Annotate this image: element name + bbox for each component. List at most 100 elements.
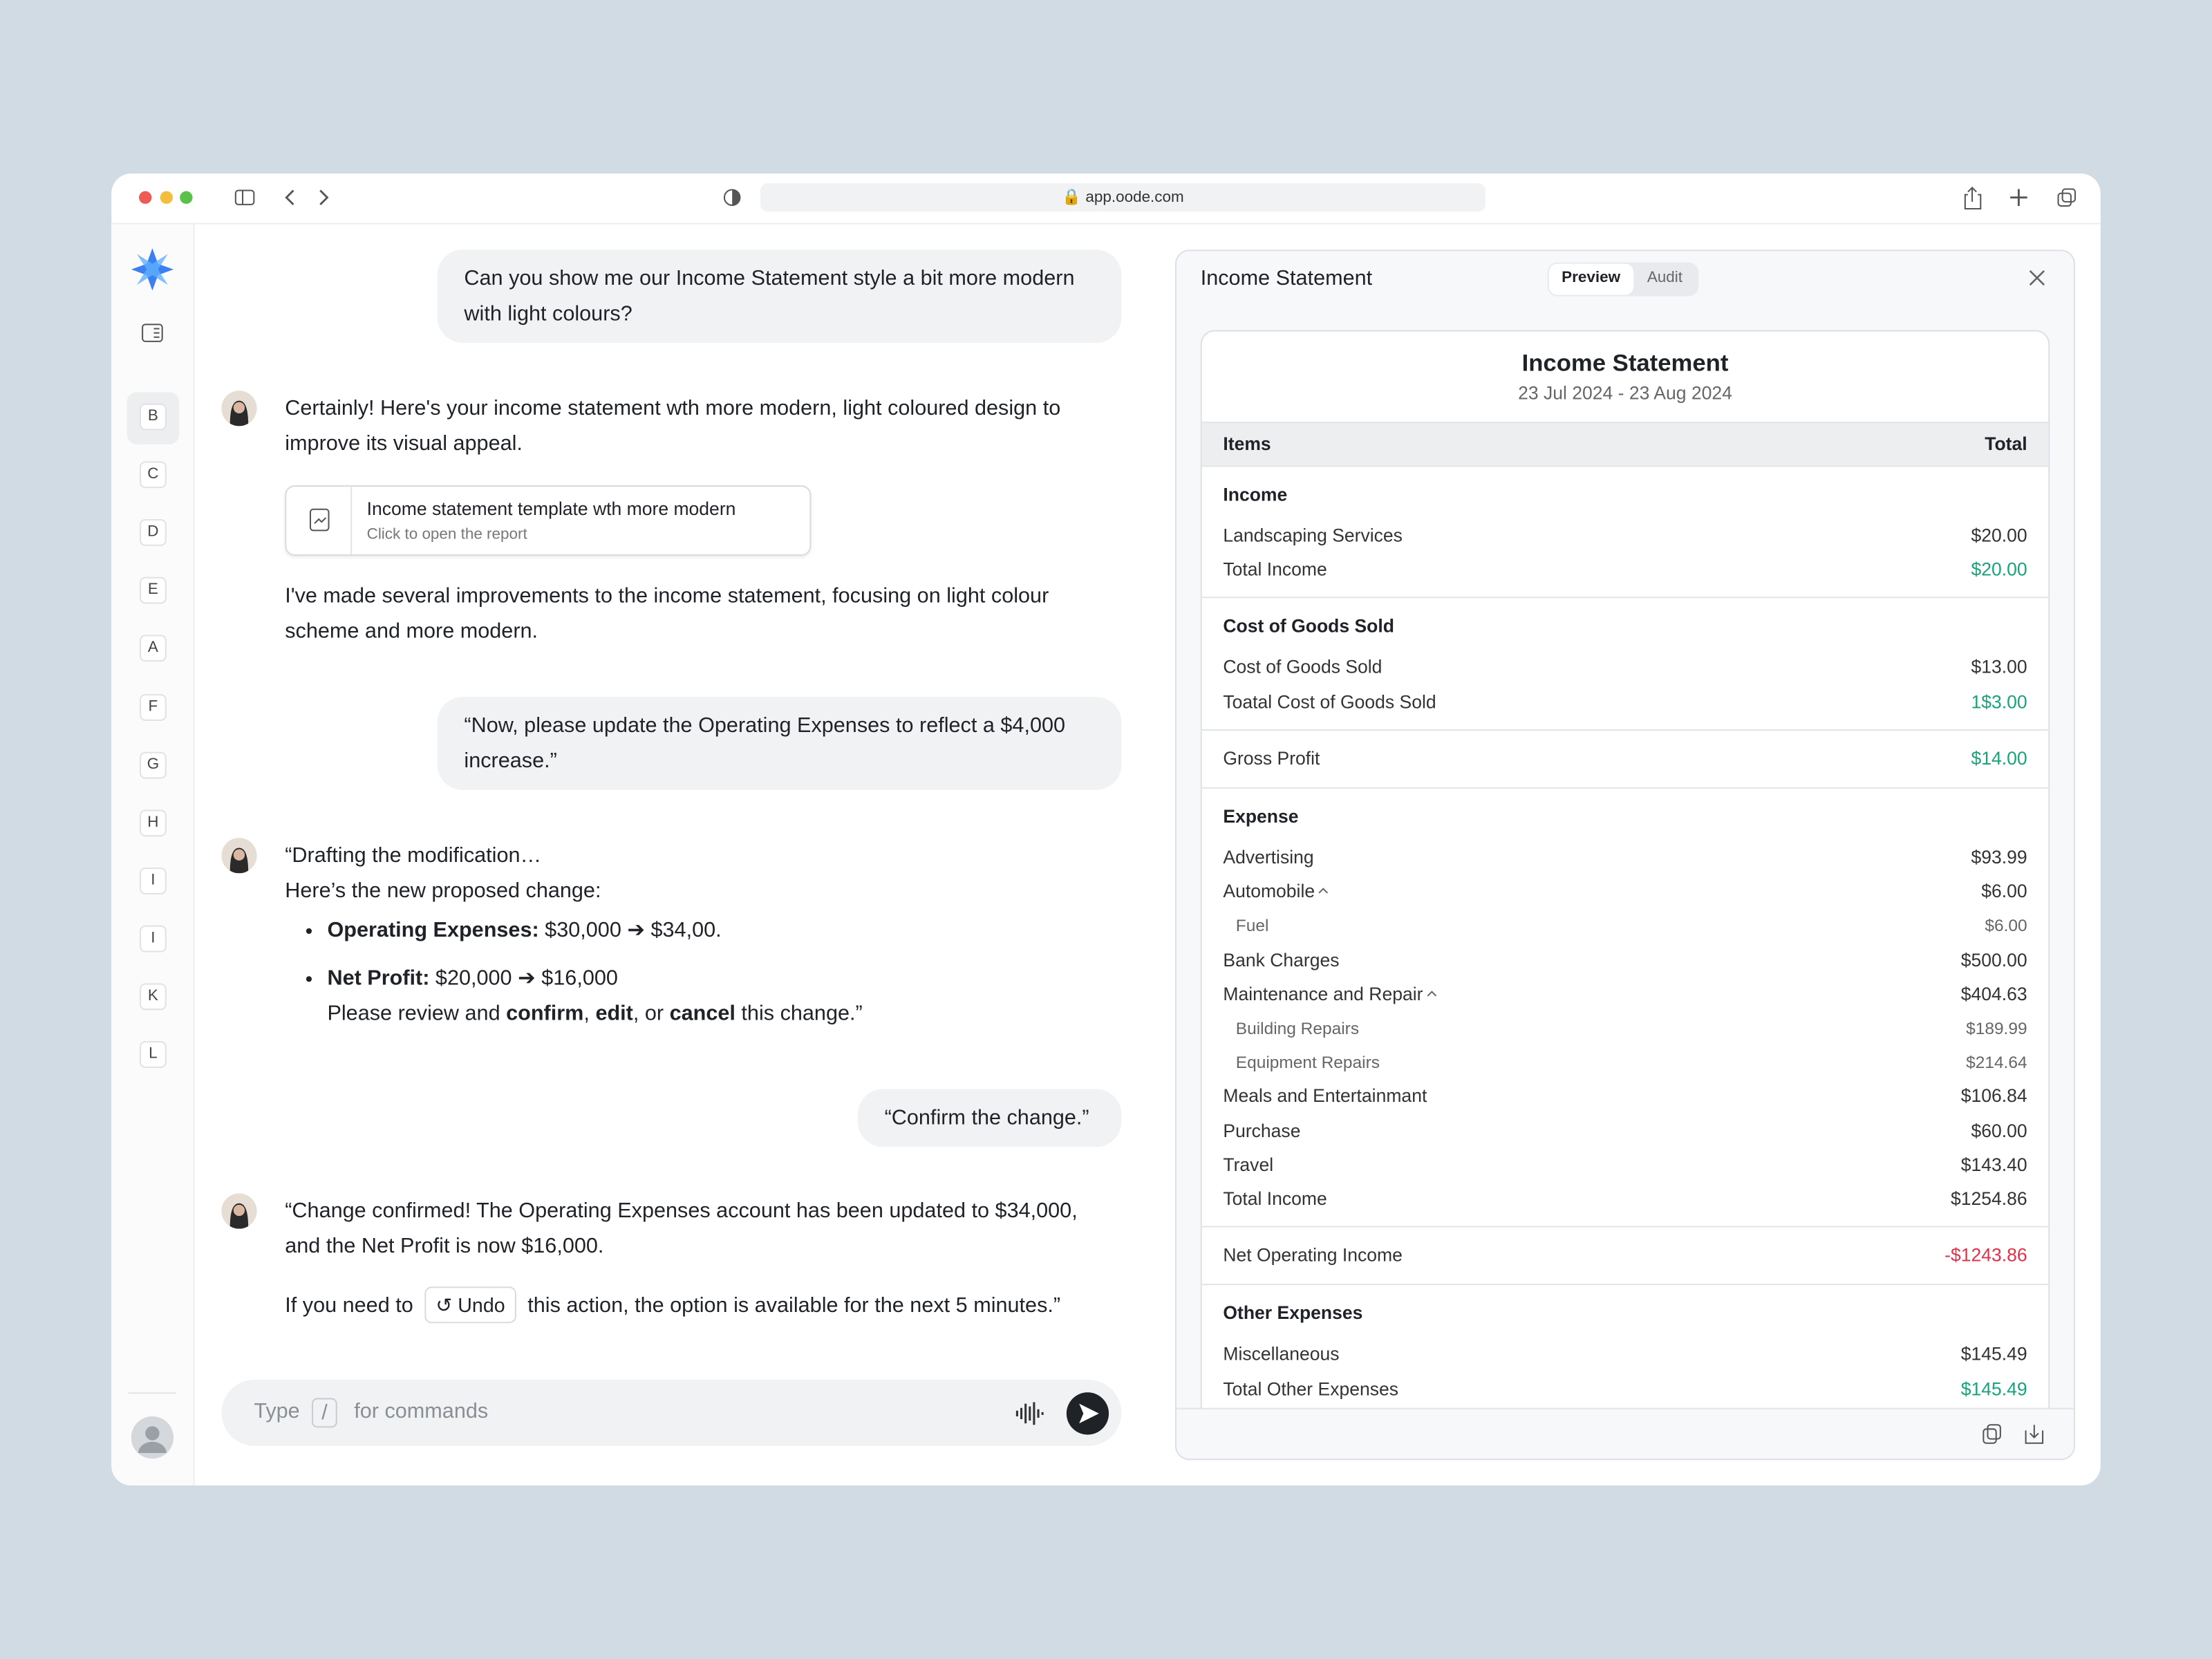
row-value: $1254.86 xyxy=(1950,1188,2027,1210)
row-label: Maintenance and Repair xyxy=(1223,977,1440,1011)
row-label: Total Income xyxy=(1223,1188,1327,1210)
nav-item[interactable]: G xyxy=(140,751,167,778)
nav-item[interactable]: D xyxy=(140,519,167,547)
chat-input[interactable]: Type / for commands xyxy=(221,1379,1122,1446)
report-row: Gross Profit $14.00 xyxy=(1223,742,2027,776)
tab-group: Preview Audit xyxy=(1547,262,1698,297)
report-row: Maintenance and Repair $404.63 xyxy=(1223,977,2027,1011)
nav-item[interactable]: I xyxy=(140,925,167,953)
row-value: $6.00 xyxy=(1981,880,2027,902)
row-value: $20.00 xyxy=(1971,525,2027,546)
message-line: “Change confirmed! The Operating Expense… xyxy=(285,1199,1078,1259)
user-message: “Confirm the change.” xyxy=(857,1089,1122,1147)
report-row: Automobile $6.00 xyxy=(1223,875,2027,909)
text-run: , xyxy=(583,1001,596,1026)
voice-button[interactable] xyxy=(1014,1398,1045,1429)
bullet: Net Profit: $20,000 ➔ $16,000 xyxy=(327,961,1117,996)
row-value: $93.99 xyxy=(1971,846,2027,868)
message-text: If you need to xyxy=(285,1293,413,1318)
row-value: $14.00 xyxy=(1971,747,2027,769)
nav-item[interactable]: C xyxy=(140,461,167,489)
row-value: $214.64 xyxy=(1966,1052,2027,1073)
row-label: Building Repairs xyxy=(1235,1018,1360,1039)
window-controls[interactable] xyxy=(133,186,697,212)
nav-item[interactable]: F xyxy=(140,693,167,720)
text-run: Operating Expenses: xyxy=(327,918,539,943)
row-value: $20.00 xyxy=(1971,559,2027,581)
row-value: $60.00 xyxy=(1971,1119,2027,1141)
chevron[interactable] xyxy=(1315,883,1331,897)
row-value: $143.40 xyxy=(1960,1154,2027,1175)
address-bar[interactable]: 🔒 app.oode.com xyxy=(760,183,1485,212)
undo-button[interactable]: ↺ Undo xyxy=(424,1286,516,1324)
tab[interactable]: Preview xyxy=(1548,263,1633,295)
message-line: If you need to ↺ Undo this action, the o… xyxy=(285,1286,1117,1324)
report-title: Income Statement xyxy=(1521,350,1729,377)
attachment-subtitle: Click to open the report xyxy=(366,526,527,543)
assistant-avatar xyxy=(221,1193,257,1229)
logo[interactable] xyxy=(130,247,175,292)
row-label: Total Other Expenses xyxy=(1223,1378,1399,1399)
row-label: Purchase xyxy=(1223,1119,1301,1141)
user-avatar[interactable] xyxy=(131,1416,174,1459)
report-section: Expense Advertising $93.99 Automobile $6.00 F… xyxy=(1201,787,2049,1226)
report-row: Meals and Entertainmant $106.84 xyxy=(1223,1080,2027,1114)
sidebar: B C D E A F G H I I K L xyxy=(111,224,195,1485)
report-row: Fuel $6.00 xyxy=(1223,909,2027,943)
report-row: Building Repairs $189.99 xyxy=(1223,1011,2027,1045)
attachment-title: Income statement template wth more moder… xyxy=(366,498,736,520)
row-value: $6.00 xyxy=(1985,916,2027,936)
report-row: Equipment Repairs $214.64 xyxy=(1223,1046,2027,1080)
file-icon xyxy=(309,487,353,555)
send-button[interactable] xyxy=(1065,1391,1110,1436)
panel-toggle[interactable] xyxy=(141,323,164,343)
url: app.oode.com xyxy=(1085,189,1184,206)
report-row: Net Operating Income -$1243.86 xyxy=(1223,1239,2027,1273)
row-value: $500.00 xyxy=(1960,948,2027,971)
message-text: “Now, please update the Operating Expens… xyxy=(464,713,1066,774)
column-header: Items Total xyxy=(1201,422,2049,466)
row-value: -$1243.86 xyxy=(1944,1244,2027,1266)
section-heading: Cost of Goods Sold xyxy=(1223,615,1394,637)
nav-item[interactable]: A xyxy=(140,635,167,662)
report-header: Income Statement 23 Jul 2024 - 23 Aug 20… xyxy=(1202,332,2048,422)
browser-actions[interactable] xyxy=(1960,186,2087,212)
row-value: $106.84 xyxy=(1960,1085,2027,1107)
close-button[interactable] xyxy=(2027,268,2047,288)
report-row: Landscaping Services $20.00 xyxy=(1223,519,2027,553)
row-label: Miscellaneous xyxy=(1223,1343,1340,1365)
shield-icon[interactable] xyxy=(722,186,745,209)
nav-item[interactable]: B xyxy=(140,403,167,431)
message-line: Here’s the new proposed change: xyxy=(285,879,601,903)
placeholder: Type xyxy=(254,1399,300,1424)
report-section: Gross Profit $14.00 xyxy=(1201,729,2049,787)
row-value: $13.00 xyxy=(1971,656,2027,678)
text-run: edit xyxy=(595,1001,633,1026)
nav-item[interactable]: H xyxy=(140,809,167,836)
user-message: “Now, please update the Operating Expens… xyxy=(437,697,1122,790)
report-row: Total Income $20.00 xyxy=(1223,553,2027,587)
row-label: Gross Profit xyxy=(1223,747,1320,769)
assistant-message: “Drafting the modification… Here’s the n… xyxy=(285,838,1117,1031)
report-row: Purchase $60.00 xyxy=(1223,1114,2027,1147)
row-label: Meals and Entertainmant xyxy=(1223,1085,1427,1107)
nav-item[interactable]: I xyxy=(140,867,167,894)
row-label: Toatal Cost of Goods Sold xyxy=(1223,691,1436,712)
text-run: this change.” xyxy=(735,1001,863,1026)
footer-actions[interactable] xyxy=(1980,1423,2051,1446)
row-value: $145.49 xyxy=(1960,1343,2027,1365)
attachment-card[interactable]: Income statement template wth more moder… xyxy=(285,485,812,556)
row-label: Advertising xyxy=(1223,846,1314,868)
bullet: Operating Expenses: $30,000 ➔ $34,00. xyxy=(327,912,1117,948)
report-row: Bank Charges $500.00 xyxy=(1223,944,2027,977)
tab[interactable]: Audit xyxy=(1647,269,1683,287)
nav-item[interactable]: K xyxy=(140,983,167,1011)
chevron[interactable] xyxy=(1423,986,1439,1000)
nav-item[interactable]: E xyxy=(140,577,167,605)
message-text: Certainly! Here's your income statement … xyxy=(285,396,1061,456)
message-line: Please review and confirm, edit, or canc… xyxy=(285,996,1117,1031)
report-section: Other Expenses Miscellaneous $145.49 Total … xyxy=(1201,1284,2049,1416)
report-row: Toatal Cost of Goods Sold 1$3.00 xyxy=(1223,685,2027,719)
nav-item[interactable]: L xyxy=(140,1041,167,1069)
